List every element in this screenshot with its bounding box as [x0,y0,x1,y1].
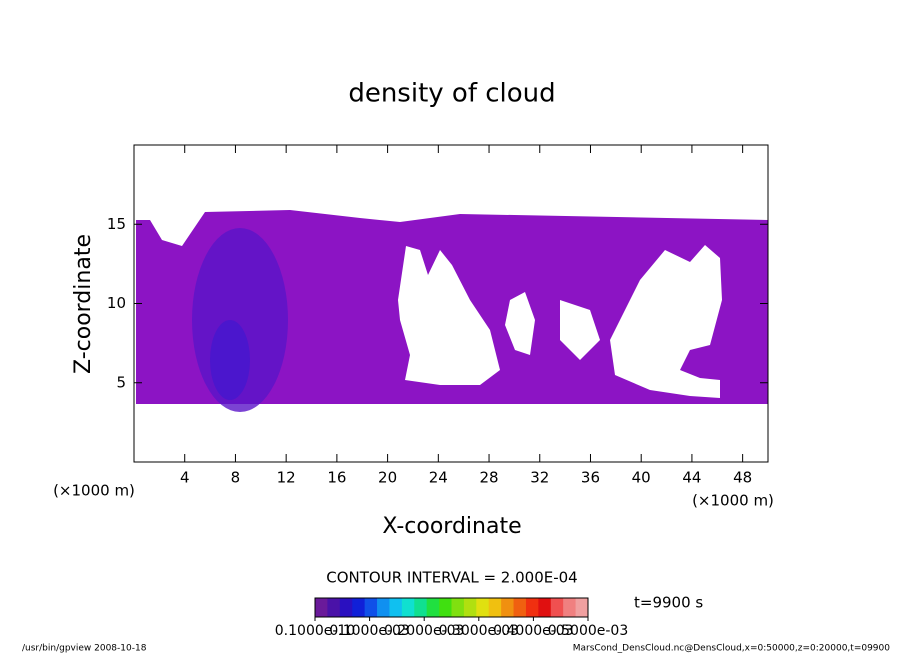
colorbar-swatch [327,598,341,617]
footer-right: MarsCond_DensCloud.nc@DensCloud,x=0:5000… [573,644,890,654]
colorbar-swatch [315,598,328,617]
x-tick-label: 16 [327,469,346,487]
x-unit: (×1000 m) [53,482,135,500]
colorbar-swatch [364,598,378,617]
chart-title: density of cloud [348,79,555,109]
contour-interval: CONTOUR INTERVAL = 2.000E-04 [326,569,577,587]
x-tick-label: 4 [180,469,190,487]
colorbar-swatch [525,598,539,617]
colorbar-swatch [414,598,428,617]
colorbar-swatch [501,598,515,617]
colorbar-swatch [476,598,490,617]
colorbar-swatch [563,598,577,617]
footer-left: /usr/bin/gpview 2008-10-18 [22,644,147,654]
y-tick-label: 15 [107,215,126,233]
x-tick-label: 12 [277,469,296,487]
x-tick-label: 8 [231,469,241,487]
x-tick-label: 44 [682,469,701,487]
colorbar-tick-label: 0.1000e-03 [329,623,409,639]
colorbar-tick-label: 0.3000e-03 [439,623,519,639]
colorbar-swatch [426,598,440,617]
colorbar-swatch [550,598,564,617]
x-tick-label: 36 [581,469,600,487]
colorbar-swatch [339,598,353,617]
x-tick-label: 32 [530,469,549,487]
colorbar-frame [314,597,589,618]
colorbar-swatch [352,598,366,617]
colorbar-swatch [401,598,415,617]
y-axis-label: Z-coordinate [71,234,96,374]
colorbar-tick-label: 0.1000e-10 [275,623,355,639]
colorbar-swatch [575,598,589,617]
time-label: t=9900 s [634,594,703,612]
colorbar-swatch [513,598,527,617]
x-tick-label: 20 [378,469,397,487]
x-tick-label: 24 [429,469,448,487]
x-unit-right: (×1000 m) [692,492,774,510]
colorbar-swatch [538,598,552,617]
colorbar-tick-label: 0.4000e-03 [493,623,573,639]
x-tick-label: 48 [733,469,752,487]
colorbar-swatch [463,598,477,617]
colorbar-tick-label: 0.5000e-03 [548,623,628,639]
colorbar-swatch [488,598,502,617]
colorbar-tick-label: 0.2000e-03 [384,623,464,639]
x-tick-label: 40 [632,469,651,487]
colorbar-swatch [377,598,390,617]
y-tick-label: 5 [116,373,126,391]
y-tick-label: 10 [107,294,126,312]
colorbar-swatch [439,598,452,617]
colorbar-swatch [451,598,465,617]
colorbar-swatch [389,598,403,617]
contour-field [136,210,768,412]
x-tick-label: 28 [479,469,498,487]
x-axis-label: X-coordinate [382,514,521,539]
